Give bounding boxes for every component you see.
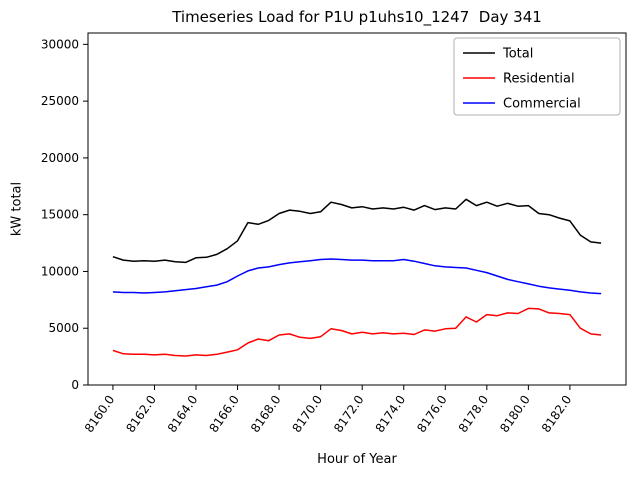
y-tick-label: 0 bbox=[71, 378, 79, 392]
y-axis-label: kW total bbox=[9, 181, 25, 237]
x-tick-label: 8162.0 bbox=[123, 393, 159, 435]
x-tick-label: 8168.0 bbox=[248, 393, 284, 435]
x-tick-label: 8164.0 bbox=[165, 393, 201, 435]
x-tick-label: 8178.0 bbox=[456, 393, 492, 435]
x-tick-label: 8172.0 bbox=[331, 393, 367, 435]
x-tick-label: 8166.0 bbox=[206, 393, 242, 435]
x-tick-label: 8182.0 bbox=[539, 393, 575, 435]
y-tick-label: 10000 bbox=[41, 264, 79, 278]
legend: Total Residential Commercial bbox=[453, 37, 621, 116]
y-tick-label: 20000 bbox=[41, 151, 79, 165]
x-axis-label: Hour of Year bbox=[317, 452, 397, 467]
x-tick-label: 8180.0 bbox=[497, 393, 533, 435]
line-commercial bbox=[112, 258, 602, 295]
x-tick-label: 8160.0 bbox=[82, 393, 118, 435]
legend-label-residential: Residential bbox=[503, 72, 575, 87]
y-tick-label: 25000 bbox=[41, 94, 79, 108]
legend-label-commercial: Commercial bbox=[503, 97, 581, 112]
line-residential bbox=[112, 307, 602, 357]
chart-title: Timeseries Load for P1U p1uhs10_1247 Day… bbox=[172, 8, 542, 26]
x-tick-label: 8170.0 bbox=[290, 393, 326, 435]
y-tick-label: 15000 bbox=[41, 208, 79, 222]
axes-frame bbox=[87, 32, 627, 386]
y-tick-label: 5000 bbox=[48, 321, 79, 335]
legend-label-total: Total bbox=[502, 47, 533, 62]
x-tick-label: 8174.0 bbox=[373, 393, 409, 435]
y-tick-label: 30000 bbox=[41, 37, 79, 51]
legend-box bbox=[453, 37, 621, 116]
line-total bbox=[112, 198, 602, 264]
x-tick-label: 8176.0 bbox=[414, 393, 450, 435]
